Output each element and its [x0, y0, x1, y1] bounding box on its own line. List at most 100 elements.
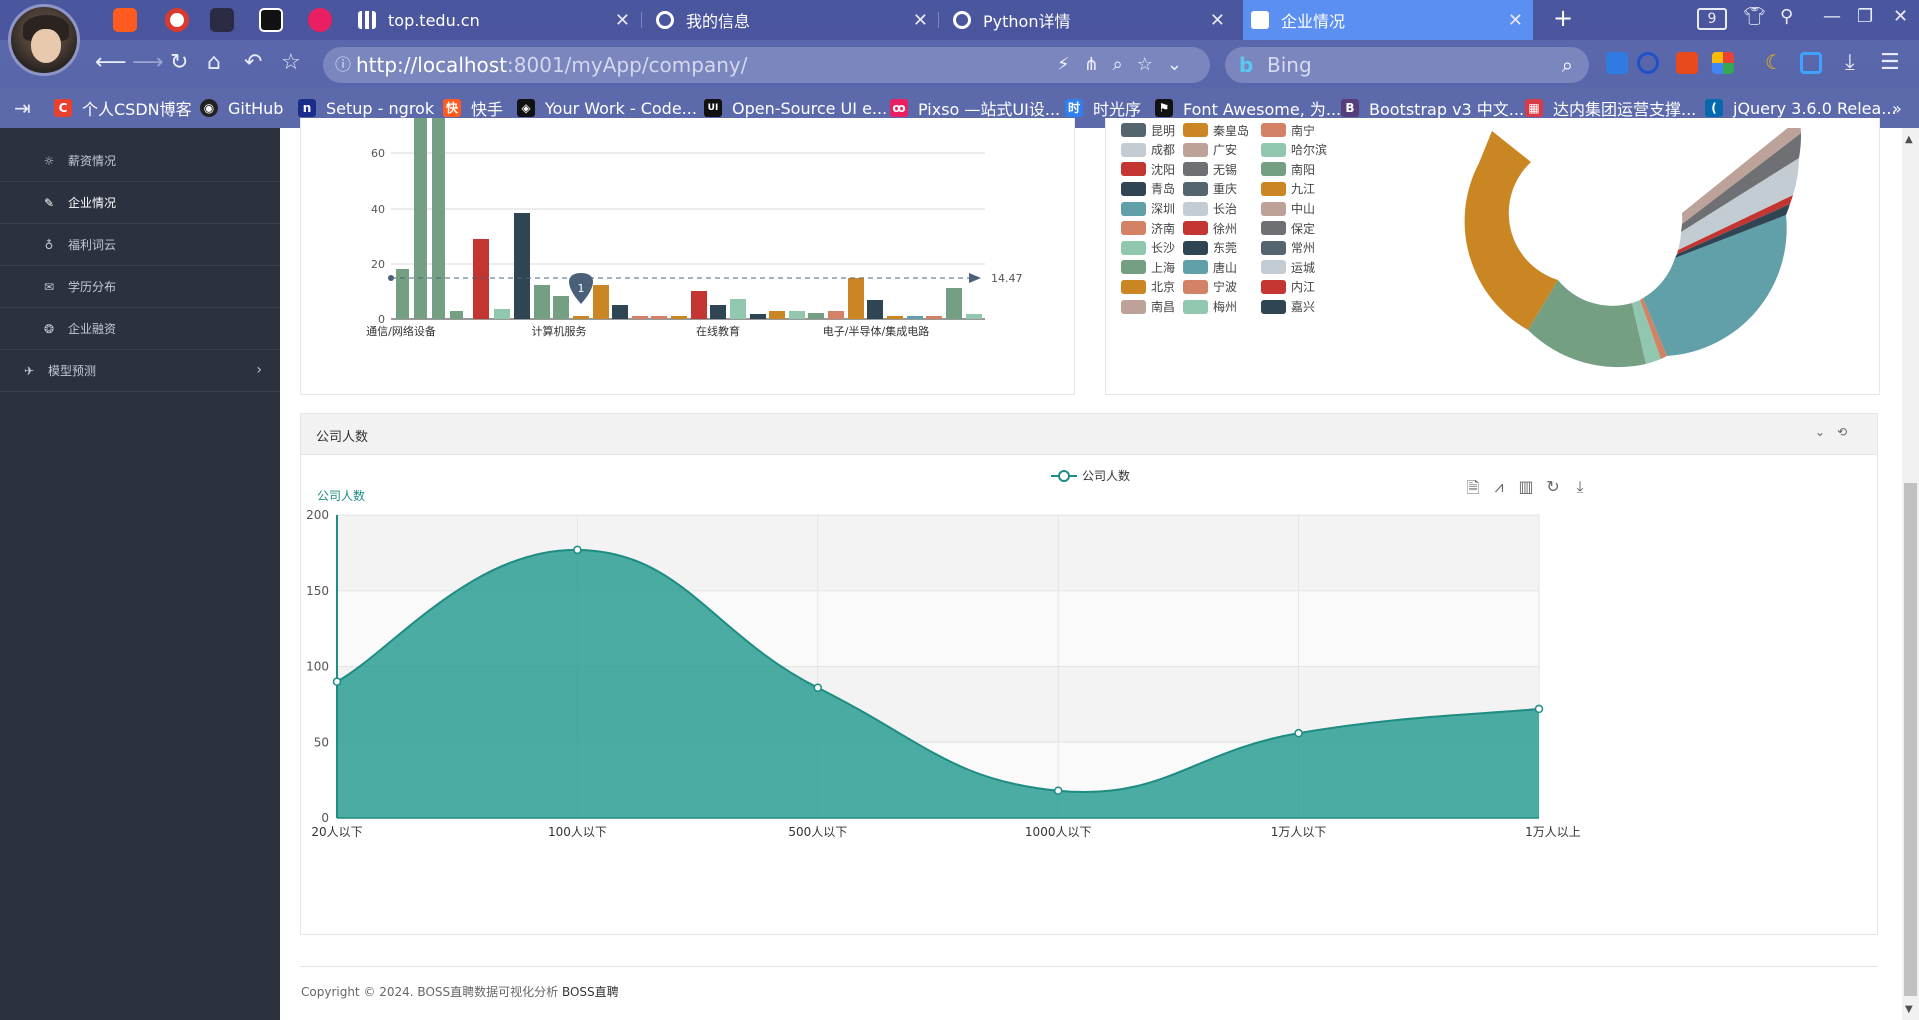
scrollbar-thumb[interactable]	[1904, 483, 1917, 996]
bookmark-csdn[interactable]: C 个人CSDN博客	[54, 88, 192, 128]
bar[interactable]	[573, 316, 589, 319]
bar[interactable]	[494, 309, 510, 319]
bar[interactable]	[789, 311, 805, 319]
donut-slice[interactable]	[1677, 195, 1793, 254]
legend-entry[interactable]: 徐州	[1183, 220, 1237, 237]
bookmark-font-awesome[interactable]: ⚑ Font Awesome, 为...	[1155, 88, 1341, 128]
legend-entry[interactable]: 东莞	[1183, 239, 1237, 256]
zoom-icon[interactable]: ⌕	[1112, 54, 1137, 75]
bar[interactable]	[966, 314, 982, 319]
sidebar-item-company[interactable]: ✎ 企业情况	[0, 182, 280, 224]
legend-entry[interactable]: 中山	[1261, 200, 1315, 217]
bookmark-codepen[interactable]: ◈ Your Work - Code...	[517, 88, 697, 128]
data-point[interactable]	[573, 545, 582, 555]
bookmark-tarena[interactable]: ▦ 达内集团运营支撑...	[1525, 88, 1696, 128]
tab-count-badge[interactable]: 9	[1697, 8, 1727, 30]
legend-entry[interactable]: 常州	[1261, 239, 1315, 256]
close-icon[interactable]: ✕	[614, 10, 630, 31]
data-point[interactable]	[332, 677, 342, 686]
legend-entry[interactable]: 运城	[1261, 259, 1315, 276]
legend-entry[interactable]: 南宁	[1261, 122, 1315, 139]
bar[interactable]	[632, 316, 648, 319]
refresh-icon[interactable]: ⟲	[1836, 425, 1859, 439]
info-icon[interactable]: ⓘ	[335, 55, 352, 74]
legend-entry[interactable]: 哈尔滨	[1261, 141, 1327, 158]
bar[interactable]	[691, 291, 707, 319]
legend-entry[interactable]: 九江	[1261, 180, 1315, 197]
menu-icon[interactable]: ☰	[1880, 50, 1900, 75]
search-icon[interactable]: ⌕	[1561, 53, 1573, 77]
url-text[interactable]: http://localhost:8001/myApp/company/	[356, 53, 748, 77]
sidebar-item-wordcloud[interactable]: ♁ 福利词云	[0, 224, 280, 266]
address-bar[interactable]: ⓘ http://localhost:8001/myApp/company/ ⚡…	[323, 47, 1210, 83]
bar[interactable]	[769, 311, 785, 319]
sidebar-item-salary[interactable]: ☼ 薪资情况	[0, 140, 280, 182]
donut-slice[interactable]	[1640, 298, 1667, 359]
forward-icon[interactable]: ⟶	[132, 50, 164, 75]
legend-entry[interactable]: 青岛	[1121, 180, 1175, 197]
legend-entry[interactable]: 内江	[1261, 278, 1315, 295]
legend-entry[interactable]: 昆明	[1121, 122, 1175, 139]
new-tab-button[interactable]: +	[1553, 4, 1574, 32]
bookmark-bootstrap[interactable]: B Bootstrap v3 中文...	[1341, 88, 1524, 128]
bar[interactable]	[887, 316, 903, 319]
download-icon[interactable]: ⤓	[1845, 50, 1855, 75]
restore-icon[interactable]: ↻	[1546, 477, 1560, 496]
sidebar-item-education[interactable]: ✉ 学历分布	[0, 266, 280, 308]
bar[interactable]	[808, 313, 824, 319]
legend-entry[interactable]: 济南	[1121, 220, 1175, 237]
sidebar-toggle-icon[interactable]: ⇥	[14, 96, 31, 120]
pin-icon[interactable]: ⚲	[1780, 6, 1794, 27]
legend-entry[interactable]: 嘉兴	[1261, 298, 1315, 315]
close-icon[interactable]: ✕	[1507, 10, 1523, 31]
favorite-icon[interactable]: ☆	[1136, 54, 1167, 75]
bar[interactable]	[534, 285, 550, 319]
bookmark-jquery[interactable]: (jQuery 3.6.0 Relea...	[1705, 88, 1897, 128]
pinned-tab-openai[interactable]	[259, 8, 283, 32]
scroll-down-arrow-icon[interactable]: ▼	[1905, 1004, 1913, 1015]
donut-slice[interactable]	[1675, 204, 1790, 258]
bar[interactable]	[730, 299, 746, 319]
apps-icon[interactable]	[1712, 52, 1734, 74]
legend-entry[interactable]: 上海	[1121, 259, 1175, 276]
legend-entry[interactable]: 南阳	[1261, 161, 1315, 178]
bar[interactable]	[612, 305, 628, 319]
pinned-tab-record[interactable]	[165, 8, 189, 32]
data-view-icon[interactable]: 🗎︎	[1466, 478, 1480, 497]
close-icon[interactable]: ✕	[912, 10, 928, 31]
bar-chart-icon[interactable]: ▥	[1518, 477, 1534, 496]
markpoint[interactable]: 1	[569, 273, 593, 304]
share-icon[interactable]: ⋔	[1083, 54, 1113, 75]
bar[interactable]	[651, 316, 667, 319]
bar[interactable]	[946, 288, 962, 319]
legend-entry[interactable]: 秦皇岛	[1183, 122, 1249, 139]
bookmark-pixso[interactable]: ꝏ Pixso —站式UI设...	[890, 88, 1060, 128]
data-point[interactable]	[813, 683, 823, 692]
reload-icon[interactable]: ↻	[170, 50, 189, 75]
back-icon[interactable]: ⟵	[95, 50, 127, 75]
legend-entry[interactable]: 长沙	[1121, 239, 1175, 256]
line-chart-icon[interactable]: ⩘	[1494, 477, 1504, 496]
percent-icon[interactable]	[1676, 52, 1698, 74]
bar[interactable]	[907, 316, 923, 319]
undo-icon[interactable]: ↶	[244, 50, 263, 75]
bar[interactable]	[514, 213, 530, 319]
legend-entry[interactable]: 宁波	[1183, 278, 1237, 295]
donut-slice[interactable]	[1632, 300, 1661, 364]
legend-entry[interactable]: 南昌	[1121, 298, 1175, 315]
restore-button[interactable]: ❐	[1857, 6, 1874, 27]
legend-entry[interactable]: 北京	[1121, 278, 1175, 295]
donut-slice[interactable]	[1678, 158, 1799, 250]
tab-company[interactable]: 企业情况 ✕	[1243, 0, 1533, 40]
translate-icon[interactable]	[1606, 52, 1628, 74]
tab-python-detail[interactable]: Python详情 ✕	[945, 0, 1235, 40]
donut-slice[interactable]	[1464, 131, 1558, 330]
bookmark-ngrok[interactable]: n Setup - ngrok	[298, 88, 434, 128]
bar[interactable]	[750, 314, 766, 319]
chevron-down-icon[interactable]: ⌄	[1166, 54, 1196, 75]
legend-entry[interactable]: 长治	[1183, 200, 1237, 217]
legend-entry[interactable]: 沈阳	[1121, 161, 1175, 178]
data-point[interactable]	[1053, 786, 1063, 795]
lightning-icon[interactable]: ⚡	[1056, 54, 1084, 75]
chart-legend[interactable]: 公司人数	[1051, 468, 1130, 483]
